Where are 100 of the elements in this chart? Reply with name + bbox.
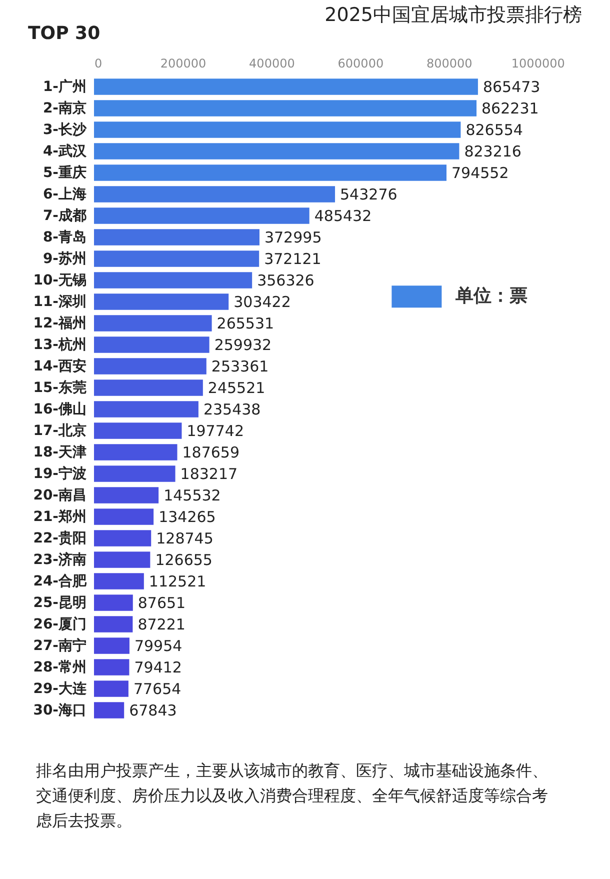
y-tick-label: 8-青岛 [42, 229, 86, 246]
y-tick-label: 1-广州 [42, 78, 86, 95]
bar [94, 487, 159, 504]
x-tick-label: 0 [94, 56, 102, 70]
data-label: 865473 [482, 78, 540, 96]
data-label: 862231 [482, 99, 539, 118]
x-tick-label: 200000 [160, 56, 206, 70]
data-label: 259932 [214, 336, 272, 354]
bar [94, 594, 133, 611]
data-label: 485432 [314, 206, 372, 225]
bar [94, 616, 133, 632]
y-tick-label: 15-东莞 [33, 378, 86, 396]
y-tick-label: 14-西安 [33, 357, 86, 374]
bar [94, 336, 210, 353]
y-tick-label: 19-宁波 [33, 464, 86, 482]
y-tick-label: 22-贵阳 [33, 530, 86, 546]
data-label: 245521 [208, 378, 266, 397]
data-label: 79954 [134, 636, 182, 655]
bar [94, 78, 478, 95]
y-tick-label: 30-海口 [33, 702, 86, 718]
x-tick-label: 400000 [249, 56, 295, 70]
data-label: 372121 [264, 250, 322, 268]
bar [94, 401, 198, 418]
x-tick-label: 800000 [426, 56, 472, 70]
data-label: 77654 [133, 680, 182, 698]
y-tick-label: 20-南昌 [33, 487, 86, 504]
bar [94, 380, 203, 396]
y-tick-label: 2-南京 [42, 99, 86, 116]
bar [94, 444, 178, 460]
bar [94, 250, 260, 267]
bar [94, 186, 336, 202]
y-tick-label: 4-武汉 [42, 143, 88, 160]
bar [94, 422, 182, 439]
y-tick-label: 28-常州 [33, 659, 86, 676]
bar [94, 530, 152, 546]
y-tick-label: 9-苏州 [42, 250, 86, 267]
data-label: 128745 [156, 529, 214, 548]
bar [94, 315, 212, 332]
y-tick-label: 7-成都 [42, 208, 86, 224]
data-label: 826554 [466, 120, 523, 139]
data-label: 253361 [211, 357, 269, 376]
data-label: 134265 [158, 508, 216, 526]
data-label: 126655 [155, 550, 212, 569]
y-tick-label: 3-长沙 [42, 122, 88, 138]
bar [94, 272, 252, 288]
bar [94, 358, 206, 374]
data-label: 145532 [164, 486, 221, 504]
y-tick-label: 13-杭州 [33, 336, 86, 353]
bar [94, 466, 176, 482]
bar [94, 659, 130, 676]
bar [94, 294, 229, 310]
data-label: 543276 [340, 185, 398, 204]
y-tick-label: 5-重庆 [42, 164, 86, 181]
bar [94, 122, 461, 138]
y-tick-label: 21-郑州 [33, 508, 86, 525]
text: 排名由用户投票产生，主要从该城市的教育、医疗、城市基础设施条件、交通便利度、房价压力以及收入消费合理程度、全年气候舒适度等综合考虑后去投票。 [36, 761, 548, 830]
x-tick-label: 600000 [338, 56, 384, 70]
y-tick-label: 17-北京 [33, 422, 86, 439]
chart-subtitle: TOP 30 [28, 23, 100, 44]
bar [94, 638, 130, 654]
y-tick-label: 6-上海 [42, 186, 86, 202]
legend-label: 单位：票 [454, 286, 528, 307]
data-label: 265531 [216, 314, 274, 332]
bar [94, 229, 260, 246]
bar [94, 164, 446, 181]
data-label: 79412 [134, 658, 182, 676]
y-tick-label: 23-济南 [33, 550, 86, 568]
data-label: 823216 [464, 142, 522, 160]
bar [94, 100, 477, 116]
data-label: 794552 [451, 164, 509, 182]
y-tick-label: 24-合肥 [33, 573, 88, 590]
data-label: 67843 [129, 701, 177, 720]
bar [94, 208, 310, 224]
y-tick-label: 25-昆明 [33, 594, 86, 611]
data-label: 372995 [264, 228, 322, 246]
y-tick-label: 27-南宁 [33, 636, 86, 654]
data-label: 112521 [148, 572, 206, 590]
y-tick-label: 12-福州 [33, 314, 86, 332]
data-label: 197742 [186, 422, 244, 440]
y-tick-label: 18-天津 [33, 444, 86, 460]
y-tick-label: 26-厦门 [33, 615, 86, 632]
y-tick-label: 10-无锡 [33, 272, 86, 288]
data-label: 87221 [138, 615, 186, 634]
y-tick-label: 16-佛山 [33, 401, 86, 418]
bar [94, 552, 150, 568]
data-label: 183217 [180, 464, 238, 483]
bar [94, 573, 144, 590]
data-label: 303422 [234, 292, 291, 311]
bar [94, 680, 128, 697]
data-label: 187659 [182, 443, 240, 462]
data-label: 356326 [257, 271, 314, 290]
data-label: 87651 [138, 594, 186, 612]
y-tick-label: 11-深圳 [33, 294, 86, 310]
bar [94, 702, 124, 718]
bar [94, 143, 460, 160]
bar [94, 508, 154, 525]
x-tick-label: 1000000 [511, 56, 565, 70]
data-label: 235438 [203, 400, 261, 418]
y-tick-label: 29-大连 [33, 680, 88, 697]
chart-title: 2025中国宜居城市投票排行榜 [324, 4, 582, 26]
